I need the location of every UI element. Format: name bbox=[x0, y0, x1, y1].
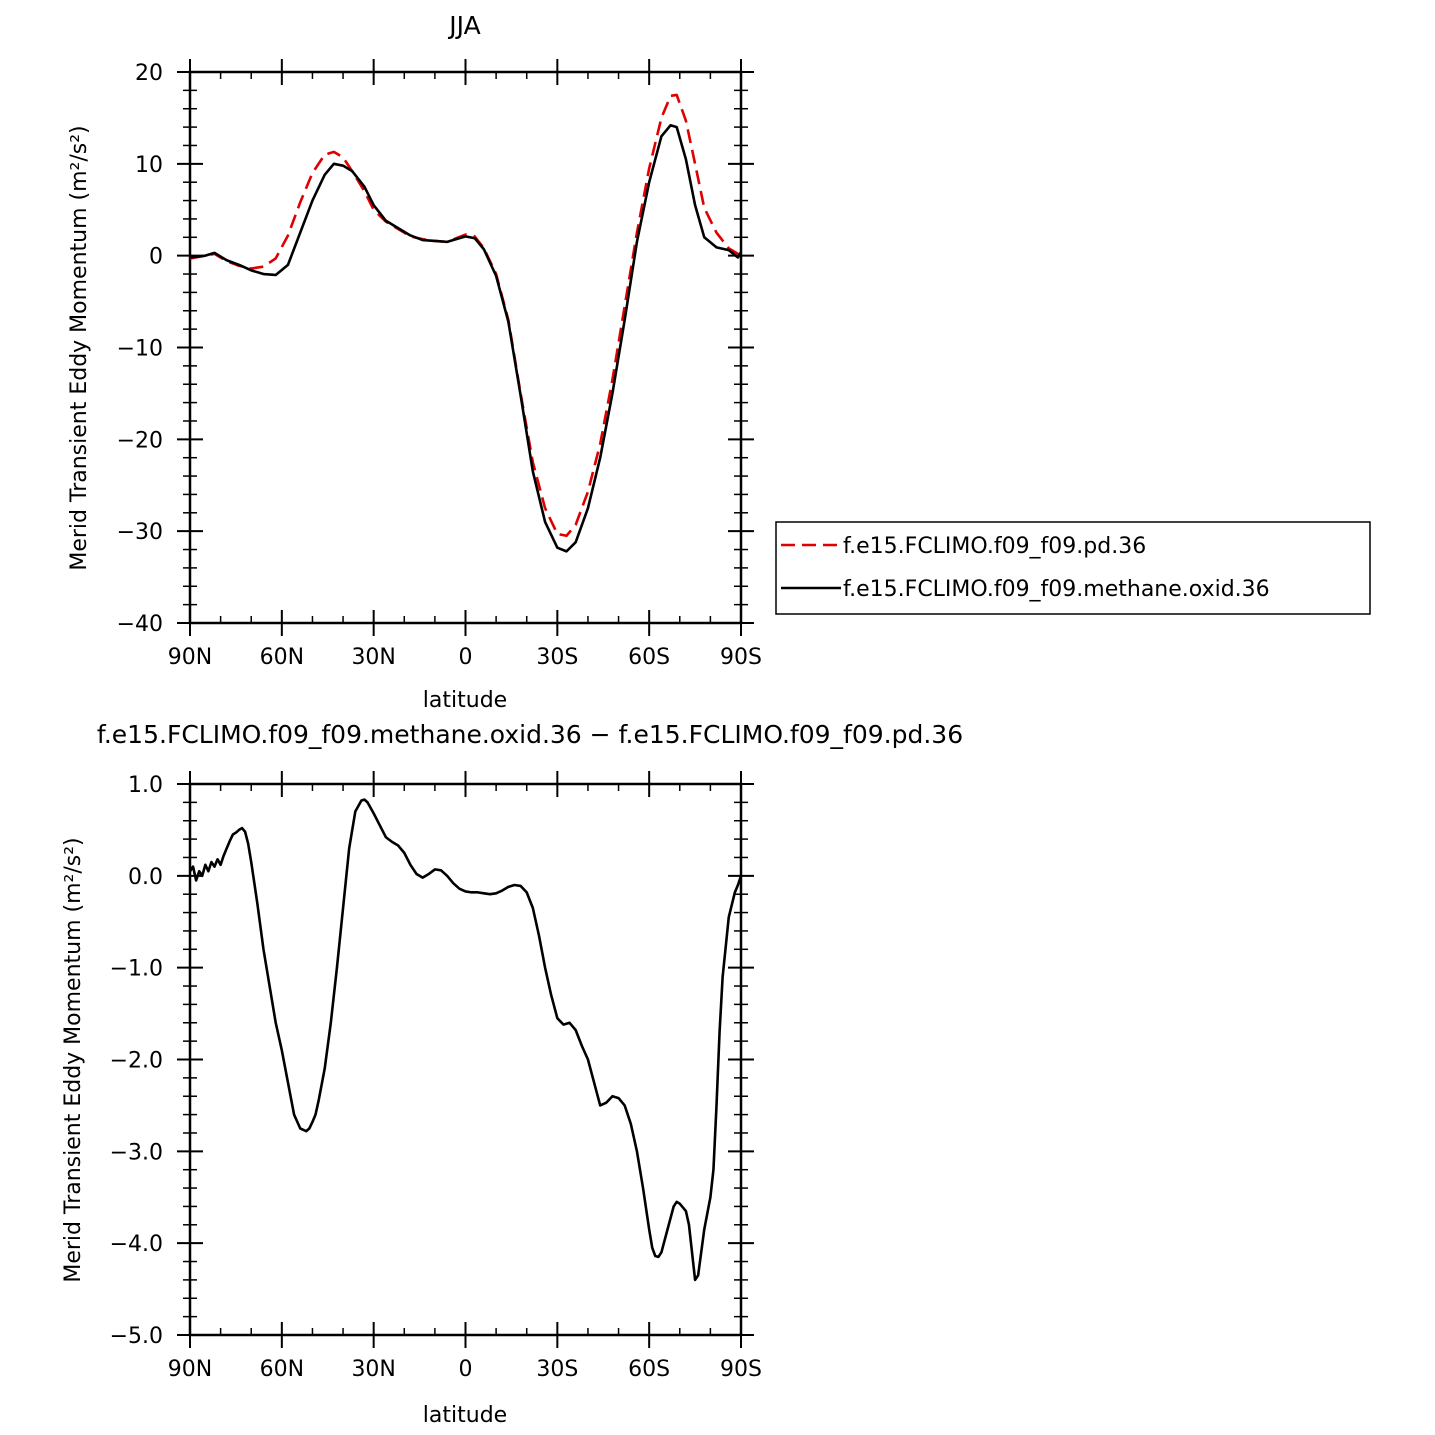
x-tick-label: 90N bbox=[168, 1357, 212, 1382]
y-tick-label: 20 bbox=[135, 61, 163, 86]
legend-entry-pd: f.e15.FCLIMO.f09_f09.pd.36 bbox=[843, 534, 1146, 559]
bottom-x-axis-label: latitude bbox=[423, 1403, 507, 1428]
bottom-ticks bbox=[177, 771, 754, 1348]
x-tick-label: 30S bbox=[536, 645, 578, 670]
top-chart-title: JJA bbox=[447, 11, 480, 40]
legend-entry-methane-oxid: f.e15.FCLIMO.f09_f09.methane.oxid.36 bbox=[843, 577, 1270, 602]
top-plot-frame bbox=[188, 70, 743, 625]
x-tick-label: 30N bbox=[351, 1357, 395, 1382]
y-tick-label: 10 bbox=[135, 153, 163, 178]
bottom-y-tick-labels: 1.0 0.0 −1.0 −2.0 −3.0 −4.0 −5.0 bbox=[110, 773, 163, 1349]
series-line-0-1 bbox=[189, 123, 743, 553]
x-tick-label: 60S bbox=[628, 645, 670, 670]
y-tick-label: −3.0 bbox=[110, 1140, 163, 1165]
top-chart-panel: JJA 90N 60N 30N 0 30S 60S 90S 20 10 0 −10 −20 −30 −4… bbox=[67, 11, 762, 713]
y-tick-label: −4.0 bbox=[110, 1232, 163, 1257]
y-tick-label: −10 bbox=[117, 337, 163, 362]
top-x-axis-label: latitude bbox=[423, 688, 507, 713]
x-tick-label: 30S bbox=[536, 1357, 578, 1382]
top-ticks bbox=[177, 59, 754, 636]
series-line-0-0 bbox=[189, 93, 742, 538]
bottom-series-lines bbox=[188, 798, 743, 1282]
x-tick-label: 60S bbox=[628, 1357, 670, 1382]
y-tick-label: −5.0 bbox=[110, 1324, 163, 1349]
top-series-lines bbox=[189, 93, 743, 553]
y-tick-label: −1.0 bbox=[110, 957, 163, 982]
x-tick-label: 60N bbox=[260, 1357, 304, 1382]
x-tick-label: 30N bbox=[351, 645, 395, 670]
y-tick-label: −30 bbox=[117, 520, 163, 545]
x-tick-label: 90S bbox=[720, 1357, 762, 1382]
x-tick-label: 0 bbox=[459, 1357, 473, 1382]
bottom-y-axis-label: Merid Transient Eddy Momentum (m²/s²) bbox=[61, 837, 86, 1282]
y-tick-label: 1.0 bbox=[128, 773, 163, 798]
x-tick-label: 90S bbox=[720, 645, 762, 670]
y-tick-label: −40 bbox=[117, 612, 163, 637]
bottom-x-tick-labels: 90N 60N 30N 0 30S 60S 90S bbox=[168, 1357, 762, 1382]
legend-box bbox=[775, 521, 1371, 615]
x-tick-label: 60N bbox=[260, 645, 304, 670]
y-tick-label: −2.0 bbox=[110, 1049, 163, 1074]
bottom-chart-title: f.e15.FCLIMO.f09_f09.methane.oxid.36 − f… bbox=[97, 720, 963, 749]
top-y-axis-label: Merid Transient Eddy Momentum (m²/s²) bbox=[67, 125, 92, 570]
legend: f.e15.FCLIMO.f09_f09.pd.36 f.e15.FCLIMO.… bbox=[775, 521, 1371, 615]
y-tick-label: 0 bbox=[149, 245, 163, 270]
x-tick-label: 90N bbox=[168, 645, 212, 670]
y-tick-label: 0.0 bbox=[128, 865, 163, 890]
y-tick-label: −20 bbox=[117, 428, 163, 453]
x-tick-label: 0 bbox=[459, 645, 473, 670]
top-x-tick-labels: 90N 60N 30N 0 30S 60S 90S bbox=[168, 645, 762, 670]
bottom-chart-panel: f.e15.FCLIMO.f09_f09.methane.oxid.36 − f… bbox=[61, 720, 963, 1428]
series-line-1-0 bbox=[188, 798, 743, 1282]
top-y-tick-labels: 20 10 0 −10 −20 −30 −40 bbox=[117, 61, 163, 637]
bottom-plot-frame bbox=[188, 782, 743, 1337]
